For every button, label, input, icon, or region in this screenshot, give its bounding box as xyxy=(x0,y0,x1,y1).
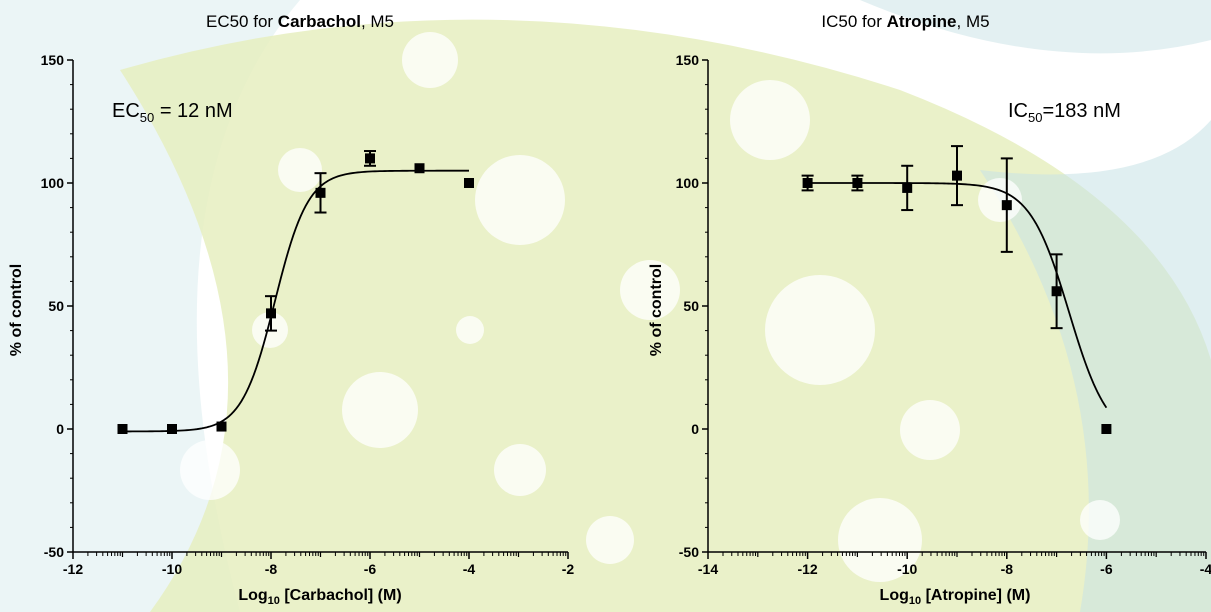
bg-green-blob xyxy=(120,19,1211,612)
y-tick-label: 150 xyxy=(676,52,700,68)
data-point xyxy=(1001,200,1012,211)
y-tick-label: 150 xyxy=(41,52,65,68)
y-tick-label: 50 xyxy=(48,298,64,314)
data-point xyxy=(802,178,813,188)
plot-area: -50 0 50 100 150 -14 -12 -10 -8 -6 -4 xyxy=(676,52,1211,577)
annotation-sub: 50 xyxy=(139,110,155,125)
ic50-annotation: IC50=183 nM xyxy=(1000,96,1129,129)
plot-area: -50 0 50 100 150 -12 -10 -8 -6 -4 -2 xyxy=(41,52,575,577)
bg-bubble xyxy=(475,155,565,245)
data-point xyxy=(167,424,177,434)
chart-title: IC50 for Atropine, M5 xyxy=(600,12,1211,32)
xlabel-sub: 10 xyxy=(908,595,922,608)
chart-panel-atropine: IC50 for Atropine, M5 -50 0 50 100 150 -14 -12… xyxy=(600,0,1211,612)
bg-bubble xyxy=(620,260,680,320)
bg-teal-right xyxy=(980,120,1211,612)
x-tick-label: -8 xyxy=(265,561,278,577)
y-tick-label: -50 xyxy=(44,544,64,560)
y-tick-label: 100 xyxy=(676,175,700,191)
bg-bubble xyxy=(278,148,322,192)
y-tick-label: 100 xyxy=(41,175,65,191)
bg-bubble xyxy=(900,400,960,460)
data-point xyxy=(952,170,962,181)
x-tick-label: -12 xyxy=(797,561,817,577)
bg-bubble xyxy=(586,516,634,564)
y-axis-label: % of control xyxy=(648,263,665,357)
xlabel-main: Log xyxy=(238,587,268,604)
x-axis-label: Log10 [Carbachol] (M) xyxy=(0,587,570,607)
x-tick-label: -6 xyxy=(364,561,377,577)
x-tick-label: -10 xyxy=(162,561,182,577)
chart-panel-carbachol: EC50 for Carbachol, M5 -50 0 50 100 150 -12 -1… xyxy=(0,0,600,612)
data-point xyxy=(315,187,326,198)
y-tick-label: 0 xyxy=(691,421,699,437)
bg-teal-swoosh xyxy=(0,0,300,612)
y-tick-label: 0 xyxy=(56,421,64,437)
data-point xyxy=(464,178,474,188)
title-prefix: EC50 for xyxy=(205,12,278,31)
data-point xyxy=(216,421,227,432)
bg-bubble xyxy=(765,275,875,385)
title-compound: Carbachol xyxy=(277,12,361,31)
annotation-value: = 12 nM xyxy=(154,100,233,122)
bg-bubble xyxy=(978,178,1022,222)
data-point xyxy=(1101,424,1112,434)
data-point xyxy=(902,182,913,193)
data-point xyxy=(266,308,276,319)
chart-title: EC50 for Carbachol, M5 xyxy=(0,12,600,32)
xlabel-main: Log xyxy=(879,587,909,604)
x-tick-label: -12 xyxy=(63,561,83,577)
data-point xyxy=(852,178,863,188)
data-point xyxy=(414,163,425,174)
x-tick-label: -6 xyxy=(1100,561,1113,577)
x-tick-label: -2 xyxy=(562,561,575,577)
x-tick-label: -10 xyxy=(897,561,917,577)
bg-bubble xyxy=(342,372,418,448)
x-axis-label: Log10 [Atropine] (M) xyxy=(600,587,1205,607)
annotation-main: EC xyxy=(112,100,140,122)
y-tick-label: 50 xyxy=(683,298,699,314)
annotation-sub: 50 xyxy=(1028,110,1043,125)
data-point xyxy=(1051,286,1062,297)
title-suffix: , M5 xyxy=(956,12,990,31)
data-point xyxy=(117,424,128,434)
ec50-annotation: EC50 = 12 nM xyxy=(112,100,233,125)
x-tick-label: -4 xyxy=(463,561,476,577)
bg-bubble xyxy=(730,80,810,160)
y-tick-label: -50 xyxy=(679,544,699,560)
data-point xyxy=(365,153,375,164)
xlabel-tail: [Carbachol] (M) xyxy=(279,587,402,604)
x-tick-label: -14 xyxy=(698,561,718,577)
bg-bubble xyxy=(456,316,484,344)
xlabel-tail: [Atropine] (M) xyxy=(921,587,1031,604)
x-tick-label: -8 xyxy=(1001,561,1014,577)
y-axis-label: % of control xyxy=(8,263,25,357)
bg-bubble xyxy=(838,498,922,582)
bg-bubble xyxy=(402,32,458,88)
bg-teal-corner xyxy=(860,0,1211,54)
bg-bubble xyxy=(1080,500,1120,540)
title-prefix: IC50 for xyxy=(821,12,887,31)
bg-bubble xyxy=(180,440,240,500)
bg-bubble xyxy=(494,444,546,496)
x-tick-label: -4 xyxy=(1200,561,1211,577)
fit-curve xyxy=(122,169,469,433)
annotation-main: IC xyxy=(1008,100,1028,122)
title-compound: Atropine xyxy=(886,12,957,31)
title-suffix: , M5 xyxy=(360,12,394,31)
annotation-value: =183 nM xyxy=(1042,100,1121,122)
xlabel-sub: 10 xyxy=(267,595,280,608)
